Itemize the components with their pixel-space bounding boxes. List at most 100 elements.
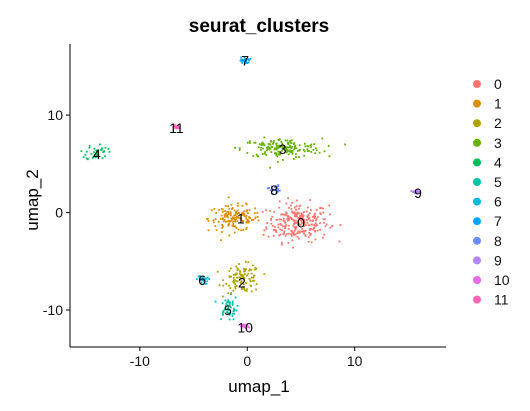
legend-item-1: 1 <box>473 96 502 112</box>
point <box>245 323 248 326</box>
point <box>226 215 228 218</box>
x-tick-label: 0 <box>243 353 251 369</box>
point <box>247 61 250 64</box>
point <box>231 303 234 306</box>
cluster-label-10: 10 <box>237 320 253 336</box>
point <box>225 205 227 207</box>
point <box>222 210 224 213</box>
point <box>285 211 288 214</box>
point <box>277 147 280 149</box>
point <box>266 148 269 151</box>
point <box>269 143 272 146</box>
point <box>282 144 285 147</box>
point <box>275 231 278 233</box>
point <box>285 212 288 215</box>
point <box>244 289 246 292</box>
point <box>279 233 282 236</box>
legend-label: 2 <box>494 115 502 131</box>
point <box>175 127 178 129</box>
point <box>225 214 228 216</box>
point <box>232 220 235 223</box>
point <box>215 212 218 214</box>
legend-item-3: 3 <box>473 135 502 151</box>
point <box>218 209 221 211</box>
point <box>329 226 332 229</box>
point <box>248 220 250 223</box>
point <box>298 144 301 147</box>
point <box>239 270 242 273</box>
point <box>225 303 228 305</box>
point <box>239 59 242 62</box>
point <box>88 146 91 149</box>
point <box>245 288 248 291</box>
point <box>274 152 277 154</box>
point <box>234 214 237 217</box>
point <box>294 147 296 149</box>
point <box>296 215 298 218</box>
point <box>248 268 251 271</box>
legend-label: 9 <box>494 252 502 268</box>
point <box>232 216 235 219</box>
point <box>298 205 301 208</box>
point <box>309 227 312 230</box>
point <box>222 313 224 316</box>
point <box>228 303 231 305</box>
point <box>173 126 176 129</box>
point <box>240 58 243 61</box>
point <box>205 277 208 280</box>
point <box>315 217 318 220</box>
point <box>289 204 292 207</box>
point <box>282 159 284 161</box>
point <box>306 148 309 151</box>
point <box>245 228 248 230</box>
point <box>313 226 316 229</box>
point <box>298 237 300 240</box>
point <box>294 215 296 217</box>
point <box>273 210 276 213</box>
point <box>230 203 233 206</box>
point <box>236 280 239 283</box>
point <box>235 273 238 276</box>
point <box>86 158 89 161</box>
point <box>88 145 91 147</box>
x-tick-label: 10 <box>347 353 363 369</box>
point <box>281 229 283 232</box>
point <box>300 216 302 218</box>
point <box>255 153 258 156</box>
point <box>295 156 297 158</box>
point <box>297 224 300 227</box>
point <box>278 138 281 141</box>
point <box>292 143 295 146</box>
point <box>304 234 307 237</box>
point <box>293 213 296 215</box>
point <box>94 154 96 156</box>
point <box>227 224 230 227</box>
point <box>262 142 265 145</box>
point <box>266 146 268 149</box>
point <box>277 153 280 156</box>
point <box>230 292 233 294</box>
point <box>248 140 251 143</box>
point <box>285 223 288 226</box>
point <box>221 312 224 315</box>
point <box>289 144 291 147</box>
point <box>228 270 231 273</box>
point <box>301 213 304 216</box>
point <box>289 216 292 219</box>
point <box>231 207 234 209</box>
point <box>324 218 326 221</box>
x-axis-title: umap_1 <box>228 377 289 396</box>
point <box>252 279 254 282</box>
point <box>240 274 243 277</box>
point <box>269 210 271 212</box>
legend-item-9: 9 <box>473 252 502 268</box>
point <box>280 145 283 148</box>
point <box>243 62 246 64</box>
point <box>276 190 279 192</box>
point <box>240 218 243 221</box>
point <box>270 218 272 221</box>
legend-swatch <box>473 119 481 128</box>
point <box>202 275 205 278</box>
point <box>100 149 103 151</box>
point <box>299 217 301 220</box>
